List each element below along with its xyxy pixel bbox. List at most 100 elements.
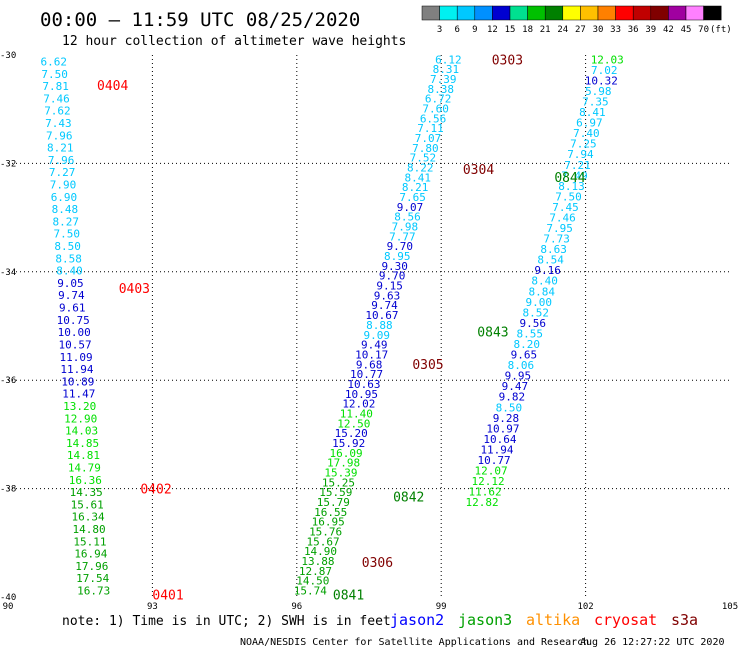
legend-tick-label: 33 <box>610 25 621 35</box>
wave-height-label: 7.52 <box>410 152 437 165</box>
wave-height-label: 7.80 <box>412 142 439 155</box>
wave-height-label: 15.92 <box>332 437 365 450</box>
wave-height-label: 11.94 <box>480 443 513 456</box>
wave-height-label: 10.32 <box>585 74 618 87</box>
pass-time-label: 0844 <box>554 171 585 186</box>
pass-time-label: 0401 <box>152 588 183 603</box>
wave-height-label: 14.85 <box>66 437 99 450</box>
wave-height-label: 10.67 <box>365 309 398 322</box>
wave-height-label: 7.98 <box>392 221 419 234</box>
legend-swatch <box>544 5 564 21</box>
wave-height-label: 8.41 <box>579 106 606 119</box>
legend-tick-label: 15 <box>505 25 516 35</box>
wave-height-label: 7.40 <box>573 127 600 140</box>
wave-height-label: 7.96 <box>48 154 75 167</box>
x-tick-label: 99 <box>436 602 447 612</box>
wave-height-label: 9.68 <box>356 358 383 371</box>
legend-tick-label: 3 <box>437 25 442 35</box>
legend-tick-label: 12 <box>487 25 498 35</box>
wave-height-label: 14.50 <box>296 575 329 588</box>
y-tick-label: -32 <box>0 159 16 169</box>
wave-height-label: 10.97 <box>486 422 519 435</box>
satellite-name: jason2 <box>390 611 444 629</box>
legend-tick-label: 21 <box>540 25 551 35</box>
wave-height-label: 6.62 <box>40 56 67 69</box>
wave-height-label: 17.96 <box>75 560 108 573</box>
wave-height-label: 10.95 <box>345 388 378 401</box>
wave-height-label: 12.03 <box>591 53 624 66</box>
wave-height-label: 8.40 <box>531 275 558 288</box>
wave-height-label: 6.97 <box>576 117 603 130</box>
wave-height-label: 14.90 <box>304 545 337 558</box>
x-tick-label: 90 <box>3 602 14 612</box>
wave-height-label: 7.50 <box>555 190 582 203</box>
y-tick-label: -36 <box>0 376 16 386</box>
legend-swatch <box>668 5 687 21</box>
wave-height-label: 16.09 <box>330 447 363 460</box>
wave-height-label: 7.45 <box>552 201 579 214</box>
wave-height-label: 10.75 <box>57 314 90 327</box>
legend-tick-label: 45 <box>681 25 692 35</box>
wave-height-label: 7.50 <box>41 68 68 81</box>
wave-height-label: 7.94 <box>567 148 594 161</box>
wave-height-label: 10.77 <box>350 368 383 381</box>
legend-swatch <box>421 5 440 21</box>
wave-height-label: 8.54 <box>537 254 564 267</box>
legend-tick-label: 36 <box>628 25 639 35</box>
wave-height-label: 8.13 <box>558 180 585 193</box>
wave-height-label: 8.31 <box>433 63 460 76</box>
wave-height-label: 12.50 <box>337 417 370 430</box>
wave-height-label: 8.21 <box>47 142 74 155</box>
wave-height-label: 9.09 <box>364 329 391 342</box>
map-axes: 90 93 96 99 102 105 -30 -32 -34 -36 -38 -40 <box>0 51 738 612</box>
wave-height-label: 8.27 <box>53 215 80 228</box>
wave-height-label: 9.74 <box>58 289 85 302</box>
satellite-name: jason3 <box>458 611 512 629</box>
wave-height-label: 10.57 <box>59 338 92 351</box>
x-tick-label: 96 <box>291 602 302 612</box>
legend-swatch <box>685 5 704 21</box>
wave-height-label: 9.49 <box>361 339 388 352</box>
wave-height-label: 7.65 <box>399 191 426 204</box>
wave-height-label: 7.27 <box>49 166 76 179</box>
wave-height-label: 9.15 <box>376 280 403 293</box>
wave-height-label: 12.87 <box>299 565 332 578</box>
wave-height-label: 6.56 <box>420 112 447 125</box>
wave-height-label: 9.56 <box>520 317 547 330</box>
wave-height-label: 7.46 <box>43 92 70 105</box>
wave-height-label: 7.73 <box>543 233 570 246</box>
wave-height-label: 9.61 <box>59 302 86 315</box>
wave-height-label: 7.11 <box>417 122 444 135</box>
wave-height-label: 16.73 <box>77 584 110 597</box>
wave-height-label: 7.62 <box>44 105 71 118</box>
wave-height-label: 17.98 <box>327 457 360 470</box>
pass-time-label: 0841 <box>333 588 364 603</box>
wave-height-label: 10.63 <box>347 378 380 391</box>
pass-time-label: 0402 <box>140 483 171 498</box>
wave-height-label: 15.61 <box>71 498 104 511</box>
wave-height-label: 8.20 <box>514 338 541 351</box>
wave-height-label: 7.96 <box>46 129 73 142</box>
pass-time-label: 0304 <box>463 163 494 178</box>
wave-height-label: 9.30 <box>381 260 408 273</box>
wave-height-label: 12.12 <box>472 475 505 488</box>
wave-height-label: 6.12 <box>435 53 462 66</box>
wave-height-label: 11.40 <box>340 407 373 420</box>
wave-height-label: 11.47 <box>62 388 95 401</box>
wave-height-label: 7.81 <box>42 80 69 93</box>
wave-height-label: 7.25 <box>570 138 597 151</box>
wave-height-label: 17.54 <box>76 572 109 585</box>
legend-swatch <box>632 5 652 21</box>
data-marks: 6.627.507.817.467.627.437.968.217.967.27… <box>40 53 623 603</box>
wave-height-label: 9.82 <box>499 391 526 404</box>
wave-height-label: 13.20 <box>63 400 96 413</box>
wave-height-label: 10.77 <box>477 454 510 467</box>
wave-height-label: 9.74 <box>371 299 398 312</box>
wave-height-label: 12.02 <box>342 398 375 411</box>
wave-height-label: 14.79 <box>68 461 101 474</box>
wave-height-label: 7.60 <box>422 103 449 116</box>
wave-height-label: 9.63 <box>374 289 401 302</box>
wave-height-label: 10.00 <box>58 326 91 339</box>
wave-height-label: 15.67 <box>307 535 340 548</box>
